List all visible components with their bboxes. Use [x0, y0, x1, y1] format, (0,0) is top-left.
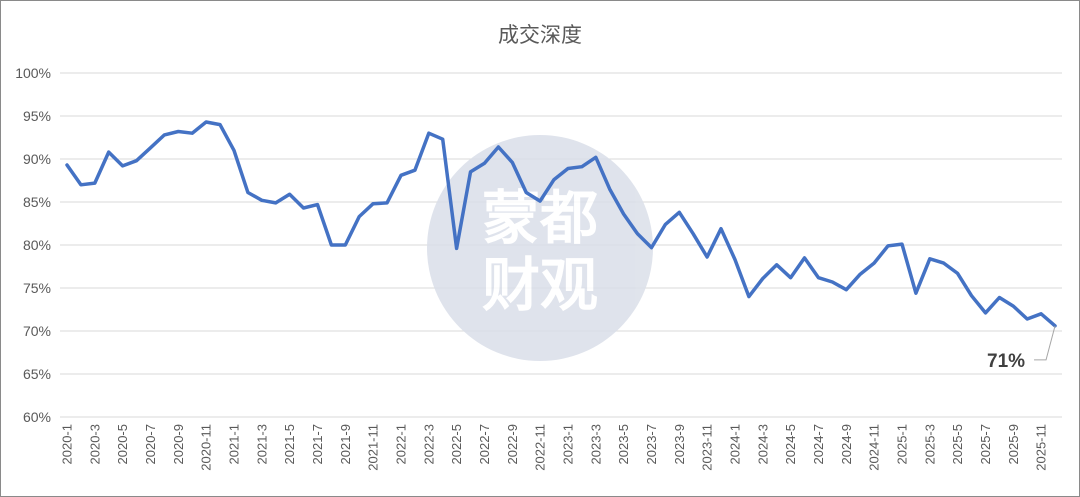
- x-tick-label: 2024-3: [755, 424, 770, 464]
- x-tick-label: 2023-3: [588, 424, 603, 464]
- x-tick-label: 2020-7: [143, 424, 158, 464]
- watermark: 蒙都 财观: [427, 135, 653, 361]
- x-tick-label: 2025-7: [978, 424, 993, 464]
- x-tick-label: 2020-11: [199, 424, 214, 471]
- x-tick-label: 2023-5: [616, 424, 631, 464]
- watermark-text-bottom: 财观: [482, 251, 598, 319]
- chart-title: 成交深度: [498, 23, 582, 47]
- x-tick-label: 2021-5: [282, 424, 297, 464]
- annotation-label: 71%: [987, 351, 1025, 372]
- x-tick-label: 2021-7: [310, 424, 325, 464]
- y-tick-label: 90%: [23, 151, 51, 167]
- x-tick-label: 2024-1: [727, 424, 742, 464]
- y-tick-label: 85%: [23, 194, 51, 210]
- y-tick-label: 95%: [23, 108, 51, 124]
- annotation-leader-line: [1034, 325, 1056, 361]
- series-line: [65, 120, 1057, 328]
- y-tick-label: 60%: [23, 409, 51, 425]
- watermark-text-top: 蒙都: [482, 184, 598, 252]
- x-tick-label: 2022-11: [533, 424, 548, 471]
- x-axis-ticks: 2020-1 2020-3 2020-5 2020-7 2020-9 2020-11 202…: [59, 424, 1048, 471]
- x-tick-label: 2022-7: [477, 424, 492, 464]
- y-tick-label: 70%: [23, 323, 51, 339]
- x-tick-label: 2021-3: [254, 424, 269, 464]
- x-tick-label: 2022-1: [393, 424, 408, 464]
- x-tick-label: 2024-9: [839, 424, 854, 464]
- x-tick-label: 2025-11: [1034, 424, 1049, 471]
- x-tick-label: 2022-3: [421, 424, 436, 464]
- x-tick-label: 2023-11: [700, 424, 715, 471]
- x-tick-label: 2023-9: [672, 424, 687, 464]
- x-tick-label: 2020-3: [87, 424, 102, 464]
- y-tick-label: 75%: [23, 280, 51, 296]
- x-tick-label: 2020-5: [115, 424, 130, 464]
- y-axis-ticks: 60% 65% 70% 75% 80% 85% 90% 95% 100%: [15, 65, 51, 425]
- y-tick-label: 100%: [15, 65, 51, 81]
- y-tick-label: 65%: [23, 366, 51, 382]
- x-tick-label: 2020-9: [171, 424, 186, 464]
- x-tick-label: 2022-5: [449, 424, 464, 464]
- x-tick-label: 2025-3: [922, 424, 937, 464]
- x-tick-label: 2020-1: [59, 424, 74, 464]
- annotation: 71%: [987, 325, 1056, 372]
- x-tick-label: 2023-7: [644, 424, 659, 464]
- watermark-circle: [427, 135, 653, 361]
- x-tick-label: 2021-1: [226, 424, 241, 464]
- series-layer: [65, 120, 1057, 328]
- x-tick-label: 2025-1: [894, 424, 909, 464]
- x-tick-label: 2025-9: [1006, 424, 1021, 464]
- x-tick-label: 2022-9: [505, 424, 520, 464]
- x-tick-label: 2024-5: [783, 424, 798, 464]
- x-tick-label: 2024-7: [811, 424, 826, 464]
- x-tick-label: 2025-5: [950, 424, 965, 464]
- x-tick-label: 2021-9: [338, 424, 353, 464]
- x-tick-label: 2024-11: [867, 424, 882, 471]
- x-tick-label: 2023-1: [560, 424, 575, 464]
- x-tick-label: 2021-11: [366, 424, 381, 471]
- y-tick-label: 80%: [23, 237, 51, 253]
